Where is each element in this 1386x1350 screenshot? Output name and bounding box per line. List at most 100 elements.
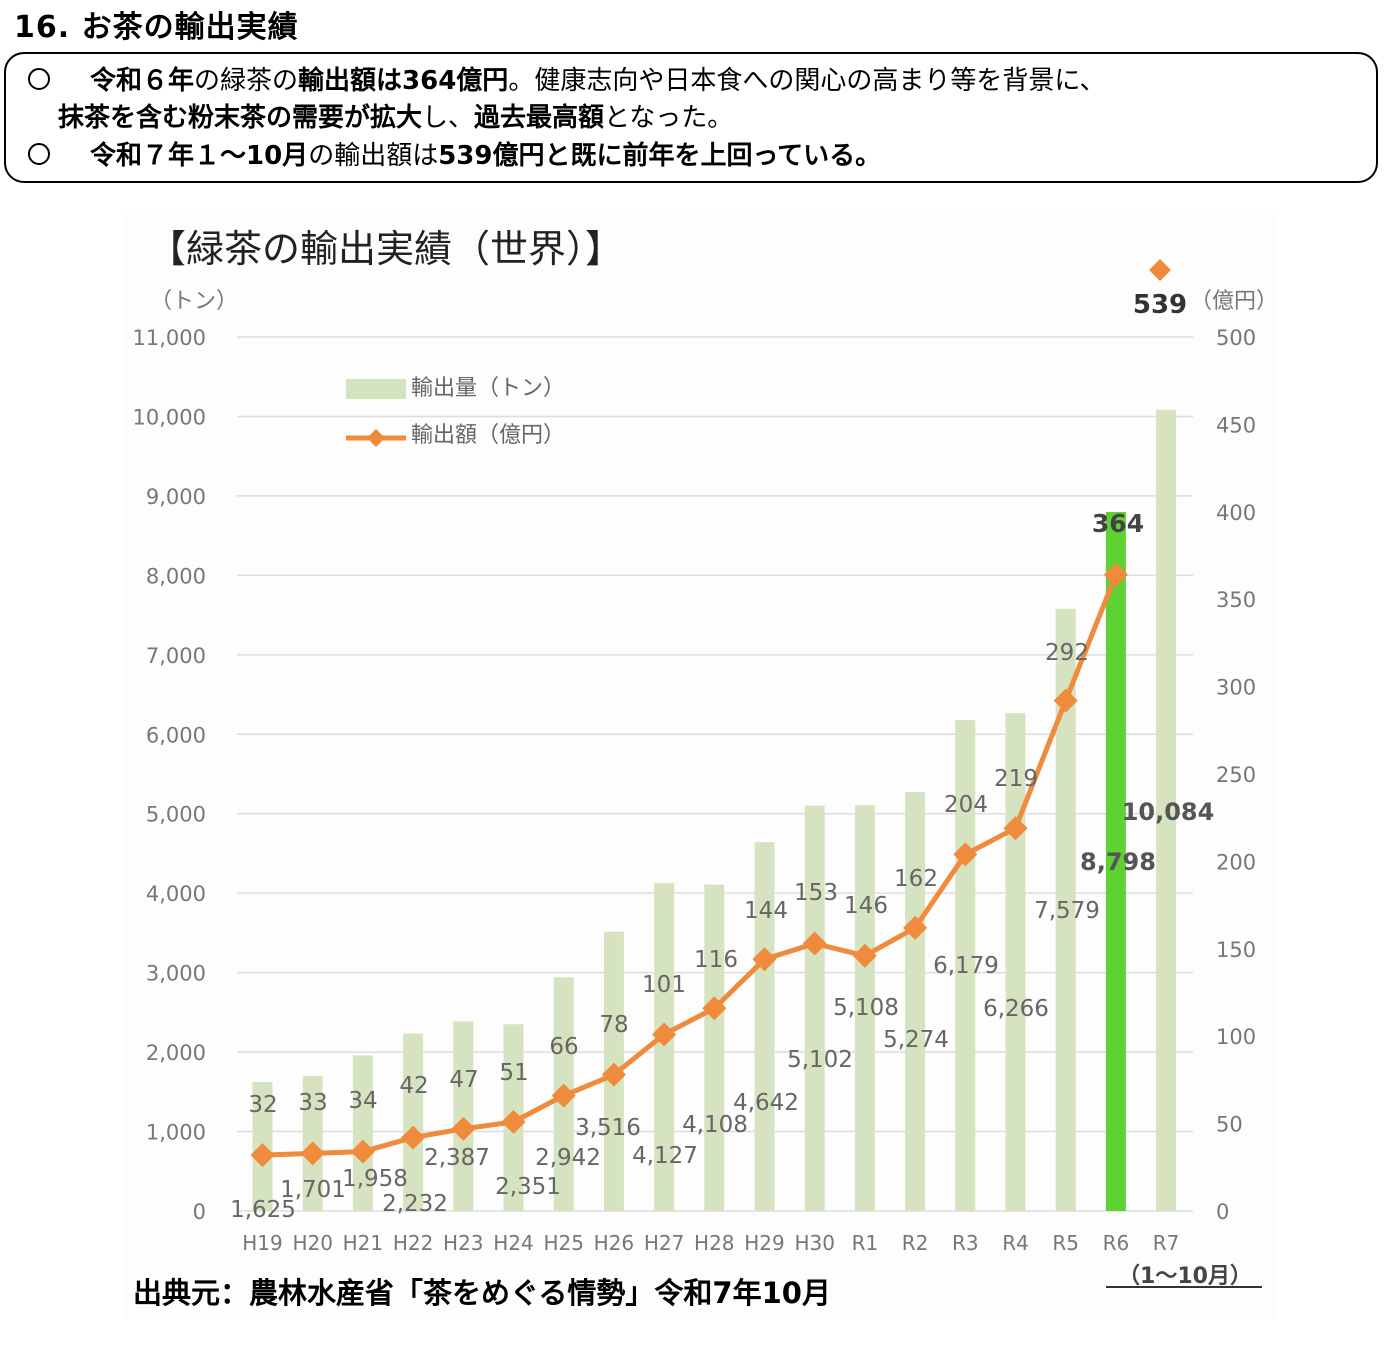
x-tick-label: H29: [744, 1231, 785, 1255]
bar-R1: [854, 805, 875, 1211]
line-value-label: 47: [449, 1067, 478, 1093]
legend-label-volume: 輸出量（トン）: [411, 376, 565, 401]
y-right-tick-label: 450: [1216, 413, 1256, 437]
y-right-tick-label: 500: [1216, 326, 1256, 350]
x-tick-label: R4: [1002, 1231, 1029, 1255]
y-right-tick-label: 150: [1216, 938, 1256, 962]
bar-value-label: 2,387: [424, 1145, 490, 1171]
bar-value-label: 3,516: [575, 1115, 641, 1141]
bar-H28: [704, 884, 725, 1211]
circle-bullet-icon: [28, 142, 50, 165]
summary-line-1: 令和６年の緑茶の輸出額は364億円。健康志向や日本食への関心の高まり等を背景に、: [28, 64, 1106, 98]
line-value-label: 146: [844, 893, 888, 919]
line-marker-H21: [350, 1139, 375, 1164]
y-left-tick-label: 1,000: [146, 1121, 206, 1145]
bar-R2: [905, 791, 926, 1211]
x-tick-label: R7: [1153, 1231, 1180, 1255]
x-tick-label: H24: [493, 1231, 534, 1255]
bar-R7: [1156, 409, 1177, 1211]
legend-bar-swatch: [346, 379, 406, 399]
line-marker-H19: [250, 1143, 275, 1168]
y-right-unit-label: （億円）: [1190, 289, 1278, 314]
line-value-label: 34: [348, 1088, 377, 1114]
line-marker-H28: [702, 996, 727, 1021]
y-left-tick-label: 9,000: [146, 485, 206, 509]
bar-value-label: 4,642: [733, 1090, 799, 1116]
y-right-tick-label: 0: [1216, 1200, 1229, 1224]
summary-box: 令和６年の緑茶の輸出額は364億円。健康志向や日本食への関心の高まり等を背景に、…: [4, 52, 1378, 183]
x-tick-label: H27: [644, 1231, 685, 1255]
line-value-label: 78: [599, 1012, 628, 1038]
summary-text: 過去最高額: [474, 103, 605, 133]
line-marker-H26: [601, 1062, 626, 1087]
bar-value-label: 2,942: [535, 1145, 601, 1171]
x-category-note: （1～10月）: [1118, 1264, 1252, 1289]
bar-value-label: 1,958: [342, 1166, 408, 1192]
y-right-tick-label: 350: [1216, 588, 1256, 612]
line-value-label: 219: [994, 766, 1038, 792]
line-marker-R6: [1103, 562, 1128, 587]
bar-value-label: 4,108: [682, 1112, 748, 1138]
summary-text: の輸出額は: [308, 141, 439, 171]
line-marker-H20: [300, 1141, 325, 1166]
x-tick-label: H21: [343, 1231, 384, 1255]
circle-bullet-icon: [28, 67, 50, 90]
summary-text: 抹茶を含む粉末茶の需要が拡大: [58, 103, 423, 133]
bar-H27: [654, 883, 675, 1211]
line-marker-R5: [1053, 688, 1078, 713]
bar-value-label-R6: 8,798: [1080, 848, 1156, 876]
y-left-tick-label: 3,000: [146, 962, 206, 986]
x-tick-label: H23: [443, 1231, 484, 1255]
y-right-tick-label: 400: [1216, 501, 1256, 525]
line-value-label: 33: [298, 1090, 327, 1116]
line-marker-R2: [903, 915, 928, 940]
line-marker-H30: [802, 931, 827, 956]
bar-value-label: 5,108: [833, 995, 899, 1021]
x-tick-label: H19: [242, 1231, 283, 1255]
summary-line-2: 抹茶を含む粉末茶の需要が拡大し、過去最高額となった。: [58, 101, 733, 135]
x-tick-label: H30: [794, 1231, 835, 1255]
line-marker-R1: [852, 943, 877, 968]
export-value-line: [262, 573, 1119, 1158]
bar-H23: [453, 1021, 474, 1211]
y-left-tick-label: 5,000: [146, 803, 206, 827]
summary-text: し、: [422, 103, 475, 133]
line-value-label: 51: [499, 1060, 528, 1086]
line-value-label: 162: [894, 866, 938, 892]
bar-H21: [352, 1055, 373, 1211]
x-tick-label: H25: [543, 1231, 584, 1255]
line-value-label: 153: [794, 880, 838, 906]
summary-text: 輸出額は364億円: [298, 66, 509, 96]
y-left-tick-label: 2,000: [146, 1041, 206, 1065]
line-marker-H22: [401, 1125, 426, 1150]
line-marker-H27: [652, 1022, 677, 1047]
y-left-tick-label: 6,000: [146, 723, 206, 747]
line-marker-H23: [451, 1116, 476, 1141]
line-value-label: 32: [248, 1092, 277, 1118]
x-tick-label: H26: [594, 1231, 635, 1255]
line-marker-R3: [953, 842, 978, 867]
bar-R5: [1055, 608, 1076, 1211]
bar-H22: [403, 1033, 424, 1211]
y-left-tick-label: 0: [193, 1200, 206, 1224]
y-right-tick-label: 250: [1216, 763, 1256, 787]
bar-H30: [804, 805, 825, 1211]
y-right-tick-label: 50: [1216, 1113, 1243, 1137]
summary-line-3: 令和７年１～10月の輸出額は539億円と既に前年を上回っている。: [28, 139, 881, 173]
legend-line-marker: [367, 429, 385, 447]
line-value-label: 116: [694, 947, 738, 973]
bar-R6: [1105, 511, 1126, 1211]
bar-value-label: 1,701: [280, 1177, 346, 1203]
summary-text: となった。: [604, 103, 734, 133]
line-marker-H25: [551, 1083, 576, 1108]
y-left-tick-label: 4,000: [146, 882, 206, 906]
bar-value-label: 1,625: [230, 1197, 296, 1223]
bar-value-label: 4,127: [632, 1143, 698, 1169]
bar-value-label: 2,232: [382, 1191, 448, 1217]
bar-value-label: 6,179: [933, 953, 999, 979]
source-citation: 出典元：農林水産省「茶をめぐる情勢」令和7年10月: [133, 1276, 831, 1310]
y-right-tick-label: 100: [1216, 1025, 1256, 1049]
line-value-label: 66: [549, 1034, 578, 1060]
bar-value-label: 5,102: [787, 1047, 853, 1073]
x-tick-label: R5: [1052, 1231, 1079, 1255]
